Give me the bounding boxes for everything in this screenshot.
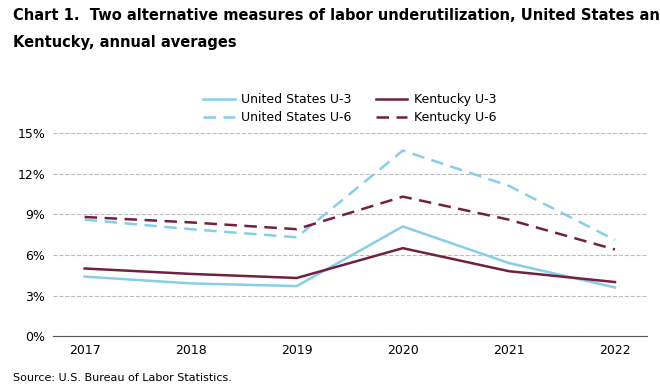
Legend: United States U-3, United States U-6, Kentucky U-3, Kentucky U-6: United States U-3, United States U-6, Ke… xyxy=(199,88,501,129)
Text: Kentucky, annual averages: Kentucky, annual averages xyxy=(13,35,237,50)
Text: Source: U.S. Bureau of Labor Statistics.: Source: U.S. Bureau of Labor Statistics. xyxy=(13,373,232,383)
Text: Chart 1.  Two alternative measures of labor underutilization, United States and: Chart 1. Two alternative measures of lab… xyxy=(13,8,660,23)
